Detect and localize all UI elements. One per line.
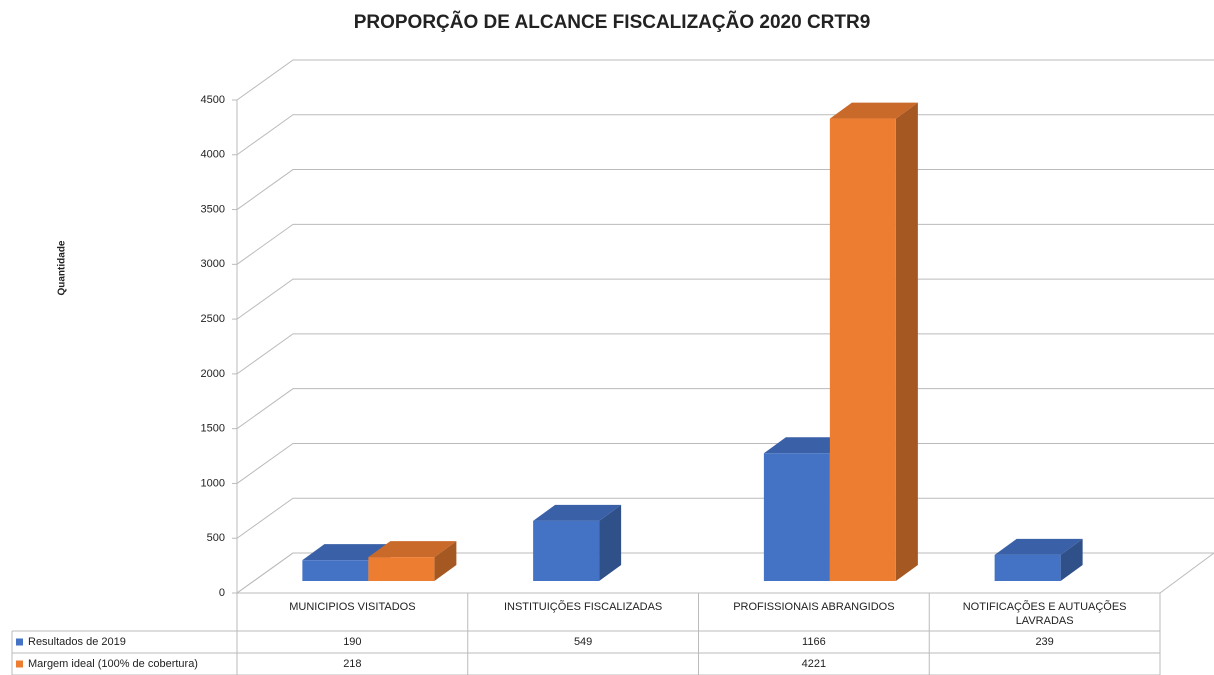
y-tick-label: 3500 xyxy=(201,203,225,215)
bar xyxy=(302,560,369,581)
y-tick-label: 500 xyxy=(207,532,225,544)
y-tick-label: 2500 xyxy=(201,313,225,325)
y-tick-label: 1000 xyxy=(201,477,225,489)
legend-swatch xyxy=(16,660,23,668)
grid-line xyxy=(236,169,1214,210)
bar xyxy=(533,520,600,581)
grid-line xyxy=(236,114,1214,156)
bar-side xyxy=(599,504,622,581)
data-label: 239 xyxy=(1035,636,1053,648)
x-tick-label: MUNICIPIOS VISITADOS xyxy=(289,601,415,613)
bar-top xyxy=(994,538,1083,555)
data-label: 549 xyxy=(574,636,592,648)
y-tick-label: 1500 xyxy=(201,423,225,435)
bar-top xyxy=(302,544,391,561)
grid-line xyxy=(236,388,1214,430)
bar-side xyxy=(1060,538,1083,581)
bar xyxy=(763,453,830,581)
bar xyxy=(829,118,896,581)
x-tick-label: PROFISSIONAIS ABRANGIDOS xyxy=(733,601,894,613)
bar-top xyxy=(829,102,918,119)
grid-line xyxy=(236,333,1214,375)
bar-side xyxy=(434,541,457,581)
y-tick-label: 0 xyxy=(219,587,225,599)
y-tick-label: 4500 xyxy=(201,94,225,106)
data-label: 1166 xyxy=(802,636,826,648)
legend-swatch xyxy=(16,638,23,646)
bar xyxy=(994,554,1061,581)
x-tick-label: NOTIFICAÇÕES E AUTUAÇÕES LAVRADAS xyxy=(963,600,1127,627)
y-axis-label: Quantidade xyxy=(57,240,68,295)
y-tick-label: 4000 xyxy=(201,149,225,161)
grid-line xyxy=(236,59,1214,101)
legend-label: Margem ideal (100% de cobertura) xyxy=(28,658,198,670)
bar-side xyxy=(895,102,918,581)
grid-line xyxy=(236,223,1214,265)
data-label: 4221 xyxy=(802,658,826,670)
grid-line xyxy=(236,497,1214,539)
chart-title: PROPORÇÃO DE ALCANCE FISCALIZAÇÃO 2020 C… xyxy=(354,11,871,33)
bar xyxy=(368,557,435,581)
data-label: 218 xyxy=(343,658,361,670)
x-tick-label: INSTITUIÇÕES FISCALIZADAS xyxy=(504,600,662,613)
data-label: 190 xyxy=(343,636,361,648)
grid-line xyxy=(236,278,1214,320)
bar-top xyxy=(368,541,457,558)
y-tick-label: 2000 xyxy=(201,368,225,380)
bar-top xyxy=(533,504,622,521)
y-tick-label: 3000 xyxy=(201,258,225,270)
grid-line xyxy=(236,442,1214,484)
legend-label: Resultados de 2019 xyxy=(28,636,126,648)
